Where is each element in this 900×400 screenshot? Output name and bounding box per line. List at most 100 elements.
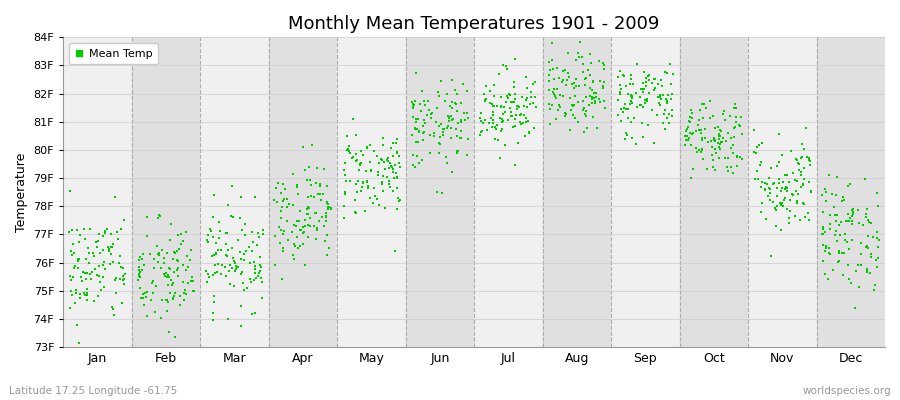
Point (183, 256, 197, 263)
Point (175, 241, 189, 247)
Point (613, 68, 627, 74)
Point (386, 174, 400, 181)
Point (697, 101, 711, 107)
Point (385, 188, 400, 195)
Point (549, 116, 563, 122)
Point (248, 309, 263, 316)
Point (597, 66, 611, 72)
Point (474, 110, 489, 116)
Point (526, 80, 540, 87)
Point (377, 205, 392, 211)
Point (272, 223, 286, 230)
Point (849, 268, 863, 274)
Point (495, 126, 509, 133)
Point (511, 140, 526, 146)
Point (168, 249, 183, 256)
Point (618, 83, 633, 90)
Point (454, 119, 468, 126)
Point (154, 314, 168, 321)
Point (840, 238, 854, 245)
Point (796, 181, 810, 188)
Point (588, 100, 602, 106)
Point (769, 222, 783, 229)
Point (436, 132, 451, 138)
Point (363, 159, 377, 165)
Point (837, 196, 851, 203)
Point (320, 200, 334, 206)
Point (542, 77, 556, 84)
Point (420, 98, 435, 104)
Point (613, 89, 627, 95)
Point (291, 244, 305, 251)
Point (65, 252, 79, 258)
Point (131, 264, 146, 270)
Point (792, 161, 806, 167)
Point (626, 115, 641, 122)
Point (437, 98, 452, 104)
Point (782, 178, 796, 185)
Point (140, 288, 154, 295)
Point (348, 132, 363, 138)
Point (860, 216, 875, 223)
Point (71, 265, 86, 271)
Point (836, 272, 850, 278)
Point (504, 109, 518, 116)
Point (838, 237, 852, 243)
Point (845, 212, 859, 219)
Point (170, 267, 184, 273)
Point (292, 218, 306, 224)
Point (772, 176, 787, 182)
Bar (269, 37, 338, 347)
Point (298, 216, 312, 223)
Point (138, 290, 152, 296)
Point (287, 256, 302, 262)
Point (654, 96, 669, 102)
Point (518, 114, 533, 121)
Point (635, 86, 650, 92)
Point (491, 122, 505, 128)
Point (408, 98, 422, 104)
Point (69, 227, 84, 233)
Point (239, 248, 254, 254)
Point (79, 276, 94, 283)
Point (352, 166, 366, 173)
Point (90, 243, 104, 250)
Point (689, 144, 704, 151)
Point (166, 249, 181, 255)
Point (180, 264, 194, 270)
Point (309, 179, 323, 186)
Point (338, 172, 352, 179)
Point (779, 185, 794, 191)
Point (214, 270, 229, 277)
Point (491, 103, 505, 109)
Point (170, 257, 184, 263)
Point (785, 191, 799, 197)
Point (439, 90, 454, 97)
Point (433, 141, 447, 148)
Point (365, 200, 380, 206)
Point (624, 92, 638, 98)
Point (653, 91, 668, 98)
Point (730, 154, 744, 161)
Point (288, 243, 302, 250)
Point (249, 275, 264, 281)
Point (585, 79, 599, 85)
Point (390, 173, 404, 180)
Point (508, 96, 522, 102)
Point (576, 61, 590, 67)
Point (234, 194, 248, 200)
Point (303, 215, 318, 222)
Point (301, 222, 315, 228)
Point (815, 224, 830, 230)
Point (406, 101, 420, 108)
Point (658, 107, 672, 114)
Point (338, 191, 352, 197)
Point (562, 127, 577, 134)
Point (576, 107, 590, 114)
Point (500, 95, 515, 101)
Point (251, 272, 266, 279)
Point (73, 232, 87, 238)
Point (293, 227, 308, 233)
Point (176, 238, 190, 244)
Point (409, 119, 423, 125)
